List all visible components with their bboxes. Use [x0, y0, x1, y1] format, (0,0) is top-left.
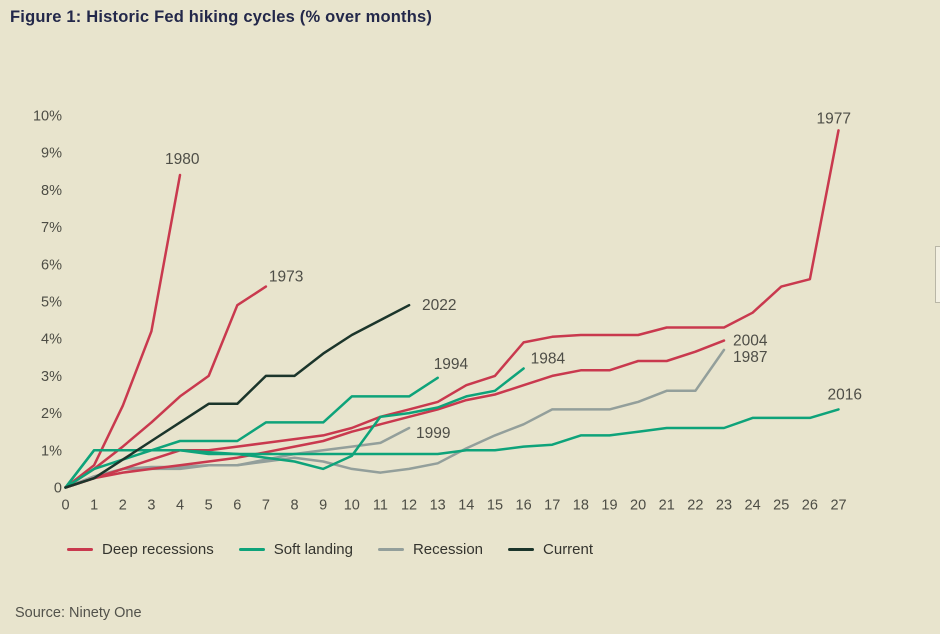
series-label-1999: 1999 [416, 425, 450, 442]
x-tick-label: 15 [487, 498, 503, 514]
x-tick-label: 10 [344, 498, 360, 514]
x-tick-label: 22 [687, 498, 703, 514]
x-tick-label: 8 [291, 498, 299, 514]
series-line-1994 [64, 376, 439, 489]
y-tick-label: 9% [41, 146, 62, 162]
x-tick-label: 21 [659, 498, 675, 514]
x-tick-label: 4 [176, 498, 184, 514]
legend-swatch [238, 547, 265, 552]
series-label-1987: 1987 [733, 349, 767, 366]
y-tick-label: 2% [41, 406, 62, 422]
y-tick-label: 0 [54, 481, 62, 497]
legend-item-recession: Recession [377, 541, 484, 558]
y-tick-label: 1% [41, 443, 62, 459]
x-tick-label: 26 [802, 498, 818, 514]
x-tick-label: 0 [61, 498, 69, 514]
y-tick-label: 8% [41, 183, 62, 199]
x-tick-label: 14 [458, 498, 474, 514]
series-label-2004: 2004 [733, 333, 768, 350]
x-tick-label: 27 [830, 498, 846, 514]
series-label-1980: 1980 [165, 151, 200, 168]
series-label-2016: 2016 [828, 386, 862, 403]
x-tick-label: 20 [630, 498, 646, 514]
series-line-2022 [64, 303, 411, 489]
legend-item-deep-recessions: Deep recessions [67, 541, 214, 558]
legend-swatch [67, 547, 93, 552]
chart-legend: Deep recessions Soft landing Recession Curr… [67, 541, 593, 558]
x-tick-label: 12 [401, 498, 417, 514]
legend-label: Deep recessions [102, 541, 214, 558]
series-label-1994: 1994 [434, 356, 469, 373]
legend-item-soft-landing: Soft landing [238, 541, 353, 558]
y-tick-label: 4% [41, 332, 62, 348]
x-tick-label: 16 [516, 498, 532, 514]
series-line-1980 [64, 173, 182, 489]
legend-label: Soft landing [273, 541, 353, 558]
x-tick-label: 5 [205, 498, 213, 514]
x-tick-label: 11 [373, 498, 388, 514]
series-line-1984 [64, 367, 525, 489]
y-tick-label: 10% [33, 109, 62, 125]
y-tick-label: 3% [41, 369, 62, 385]
series-label-1984: 1984 [531, 350, 566, 367]
right-edge-ui-fragment [935, 246, 940, 303]
legend-item-current: Current [508, 541, 593, 558]
x-tick-label: 6 [233, 498, 241, 514]
x-tick-label: 3 [147, 498, 155, 514]
line-chart: 10%9%8%7%6%5%4%3%2%1%00 1 2 3 4 5 6 7 8 9 10 11 12 13… [33, 109, 862, 514]
legend-label: Recession [412, 541, 484, 558]
x-tick-label: 24 [745, 498, 761, 514]
x-tick-label: 9 [319, 498, 327, 514]
x-tick-label: 7 [262, 498, 270, 514]
series-line-1973 [64, 285, 268, 489]
source-attribution: Source: Ninety One [15, 605, 142, 621]
series-label-1977: 1977 [817, 110, 851, 127]
x-tick-label: 19 [601, 498, 617, 514]
y-tick-label: 7% [41, 220, 62, 236]
series-label-1973: 1973 [269, 269, 303, 286]
x-tick-label: 1 [90, 498, 98, 514]
x-tick-label: 18 [573, 498, 589, 514]
legend-label: Current [543, 541, 594, 558]
y-tick-label: 6% [41, 257, 62, 273]
legend-swatch [377, 547, 404, 552]
legend-swatch [508, 547, 535, 552]
x-tick-label: 13 [430, 498, 446, 514]
x-tick-label: 25 [773, 498, 789, 514]
x-tick-label: 23 [716, 498, 732, 514]
figure-title: Figure 1: Historic Fed hiking cycles (% … [10, 8, 433, 26]
y-tick-label: 5% [41, 295, 62, 311]
series-line-2004 [64, 339, 726, 489]
x-tick-label: 17 [544, 498, 560, 514]
x-tick-label: 2 [119, 498, 127, 514]
series-label-2022: 2022 [422, 297, 456, 314]
